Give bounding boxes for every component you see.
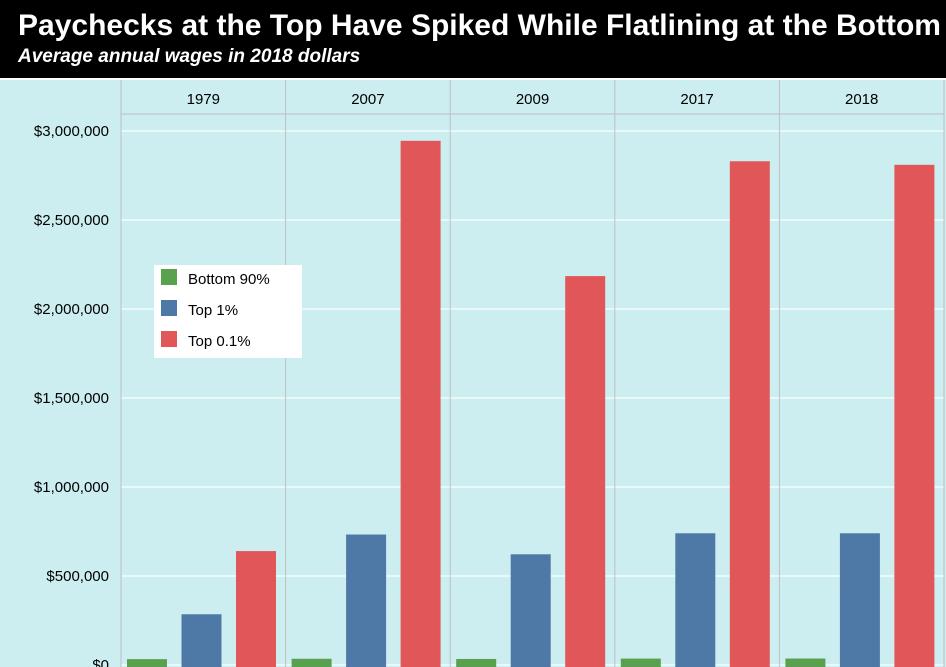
- chart-subtitle: Average annual wages in 2018 dollars: [18, 46, 361, 67]
- bar-bottom-90-2018: [785, 658, 826, 667]
- chart-title: Paychecks at the Top Have Spiked While F…: [18, 9, 941, 42]
- bar-bottom-90-2009: [456, 658, 497, 667]
- bars: [127, 140, 935, 667]
- plot-background: [0, 80, 946, 667]
- legend-label-top-0-1: Top 0.1%: [188, 333, 251, 350]
- panel-label-2009: 2009: [516, 91, 549, 108]
- bar-bottom-90-2017: [620, 658, 661, 667]
- panel-label-2018: 2018: [845, 91, 878, 108]
- chart-header: Paychecks at the Top Have Spiked While F…: [0, 0, 946, 78]
- legend-swatch-top-1: [161, 300, 177, 316]
- legend-label-top-1: Top 1%: [188, 302, 238, 319]
- bar-top-0-1-2009: [565, 276, 606, 667]
- y-tick-label: $1,500,000: [34, 390, 109, 407]
- bar-top-1-2017: [675, 533, 716, 667]
- panel-dividers: [120, 80, 945, 667]
- bar-top-1-1979: [181, 614, 222, 667]
- y-tick-label: $2,500,000: [34, 212, 109, 229]
- bar-top-1-2009: [510, 554, 551, 667]
- panel-label-2007: 2007: [351, 91, 384, 108]
- legend-label-bottom-90: Bottom 90%: [188, 271, 270, 288]
- legend-box: [154, 265, 302, 358]
- y-axis-ticks: $0 $500,000 $1,000,000 $1,500,000 $2,000,000…: [34, 123, 109, 667]
- panel-labels: 1979 2007 2009 2017 2018: [187, 91, 879, 108]
- bar-top-0-1-2007: [400, 140, 441, 667]
- y-tick-label: $500,000: [46, 568, 109, 585]
- bar-top-0-1-2017: [729, 161, 770, 667]
- y-tick-label: $1,000,000: [34, 479, 109, 496]
- bar-top-0-1-1979: [236, 551, 276, 667]
- legend-swatch-bottom-90: [161, 269, 177, 285]
- panel-label-1979: 1979: [187, 91, 220, 108]
- bar-top-0-1-2018: [894, 164, 935, 667]
- legend-swatch-top-0-1: [161, 331, 177, 347]
- y-tick-label: $2,000,000: [34, 301, 109, 318]
- bar-top-1-2007: [346, 534, 387, 667]
- y-tick-label: $0: [92, 657, 109, 667]
- y-tick-label: $3,000,000: [34, 123, 109, 140]
- bar-bottom-90-1979: [127, 659, 167, 667]
- legend: Bottom 90% Top 1% Top 0.1%: [154, 265, 302, 358]
- bar-bottom-90-2007: [291, 658, 332, 667]
- bar-chart: 1979 2007 2009 2017 2018 $0 $500,000 $1,000,00…: [0, 80, 946, 667]
- panel-label-2017: 2017: [680, 91, 713, 108]
- bar-top-1-2018: [839, 533, 880, 667]
